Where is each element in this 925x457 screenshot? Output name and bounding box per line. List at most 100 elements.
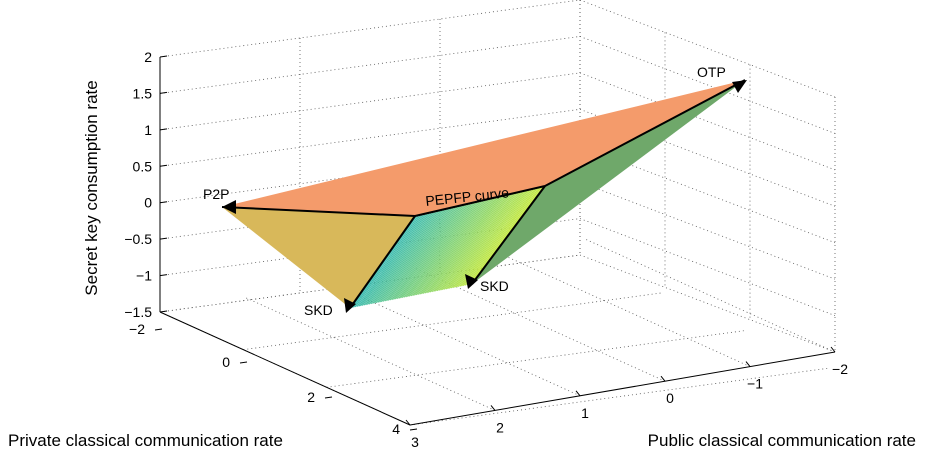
floor-gridline-x	[326, 329, 747, 388]
z-axis-label: Secret key consumption rate	[82, 80, 101, 295]
pepfp-hatch-line	[387, 206, 457, 301]
z-tick-label: 1.5	[133, 85, 153, 101]
pepfp-hatch-line	[391, 205, 460, 301]
y-tick-label: −2	[832, 361, 848, 377]
pepfp-hatch-line	[389, 205, 459, 301]
z-tick	[159, 128, 168, 131]
pepfp-hatch-line	[365, 211, 433, 306]
pepfp-hatch-line	[405, 201, 475, 298]
pepfp-hatch-line	[426, 196, 498, 294]
z-gridline-left	[159, 0, 581, 58]
x-tick-label: 0	[222, 354, 230, 370]
z-gridline-left	[159, 36, 581, 94]
pepfp-hatch-line	[417, 198, 488, 295]
pepfp-hatch-line	[375, 209, 444, 304]
pepfp-hatch-line	[367, 211, 434, 305]
pepfp-hatch-line	[421, 198, 492, 295]
y-tick	[575, 390, 581, 397]
pepfp-hatch-line	[414, 199, 485, 296]
z-gridline-right	[579, 0, 836, 98]
pepfp-hatch-line	[358, 213, 425, 307]
z-gridline-right	[579, 254, 836, 353]
y-tick-label: 2	[496, 419, 504, 435]
z-tick-label: 2	[144, 49, 152, 65]
p2p-arrowhead	[222, 200, 236, 214]
pepfp-hatch-line	[370, 210, 438, 305]
label-skd-right: SKD	[480, 278, 509, 294]
z-tick	[159, 55, 168, 58]
pepfp-hatch-line	[424, 197, 496, 294]
z-gridline-right	[579, 108, 836, 207]
pepfp-hatch-line	[438, 193, 511, 291]
z-tick-label: −1	[136, 268, 152, 284]
pepfp-hatch-line	[380, 207, 449, 303]
y-tick	[830, 346, 836, 353]
pepfp-hatch-line	[354, 214, 421, 308]
z-tick-labels: −1.5 −1 −0.5 0 0.5 1 1.5 2	[124, 49, 152, 320]
pepfp-hatch-line	[377, 208, 446, 303]
pepfp-hatch-line	[386, 206, 455, 302]
pepfp-hatch-line	[393, 204, 462, 300]
pepfp-hatch-line	[379, 208, 447, 303]
pepfp-hatch-line	[462, 187, 537, 287]
x-tick	[239, 361, 248, 364]
pepfp-hatch-line	[372, 210, 440, 304]
y-tick-label: 3	[411, 434, 419, 450]
pepfp-hatch-line	[428, 196, 499, 293]
pepfp-hatch-line	[436, 194, 509, 292]
pepfp-hatch-line	[396, 204, 466, 300]
pepfp-hatch-line	[447, 191, 520, 290]
z-tick	[159, 274, 168, 277]
floor-gridline-y	[584, 238, 836, 353]
arrow-heads	[222, 80, 747, 313]
pepfp-hatch-line	[419, 198, 490, 295]
pepfp-hatch-line	[415, 199, 486, 296]
pepfp-hatch-line	[431, 195, 503, 293]
y-tick-label: 1	[581, 405, 589, 421]
pepfp-hatch-line	[433, 195, 505, 292]
pepfp-hatch-line	[466, 186, 540, 286]
z-tick	[159, 310, 168, 313]
right-face	[472, 80, 745, 284]
pepfp-hatch-line	[452, 190, 525, 289]
x-tick-label: 2	[307, 389, 315, 405]
pepfp-hatch-line	[373, 209, 442, 304]
z-tick-label: 0	[144, 195, 152, 211]
pepfp-hatch-line	[407, 201, 477, 297]
pepfp-hatch-line	[440, 193, 512, 291]
z-gridline-right	[579, 72, 836, 171]
z-tick-label: −0.5	[124, 231, 152, 247]
z-tick	[159, 91, 168, 94]
z-tick-label: −1.5	[124, 304, 152, 320]
floor-gridline-y	[244, 297, 496, 411]
pepfp-hatch-line	[384, 207, 453, 302]
pepfp-hatch-line	[400, 203, 470, 299]
pepfp-hatch-line	[468, 186, 542, 285]
pepfp-hatch-line	[441, 192, 514, 291]
pepfp-hatch-line	[363, 212, 431, 306]
otp-arrowhead	[732, 80, 747, 93]
pepfp-hatch-line	[360, 213, 427, 307]
label-p2p: P2P	[203, 186, 229, 202]
x-tick	[154, 328, 163, 331]
pepfp-hatch-line	[401, 202, 472, 299]
pepfp-hatch-line	[434, 194, 507, 292]
z-tick-label: 1	[144, 122, 152, 138]
label-otp: OTP	[697, 64, 726, 80]
pepfp-hatch-line	[454, 189, 527, 288]
pepfp-hatch-line	[412, 200, 483, 296]
face-edges	[221, 79, 746, 309]
pepfp-hatch-line	[469, 186, 544, 285]
y-tick-label: −1	[747, 376, 763, 392]
pepfp-hatch-line	[450, 190, 524, 289]
x-tick-label: −2	[129, 321, 145, 337]
pepfp-hatch-line	[398, 203, 468, 299]
x-axis-label: Private classical communication rate	[8, 431, 283, 450]
pepfp-hatch-line	[459, 188, 533, 287]
z-gridline-right	[579, 145, 836, 244]
pepfp-hatch-line	[356, 213, 423, 307]
y-axis-line	[409, 351, 836, 426]
pepfp-hatch-line	[408, 201, 479, 297]
floor-gridline-x	[409, 367, 831, 426]
